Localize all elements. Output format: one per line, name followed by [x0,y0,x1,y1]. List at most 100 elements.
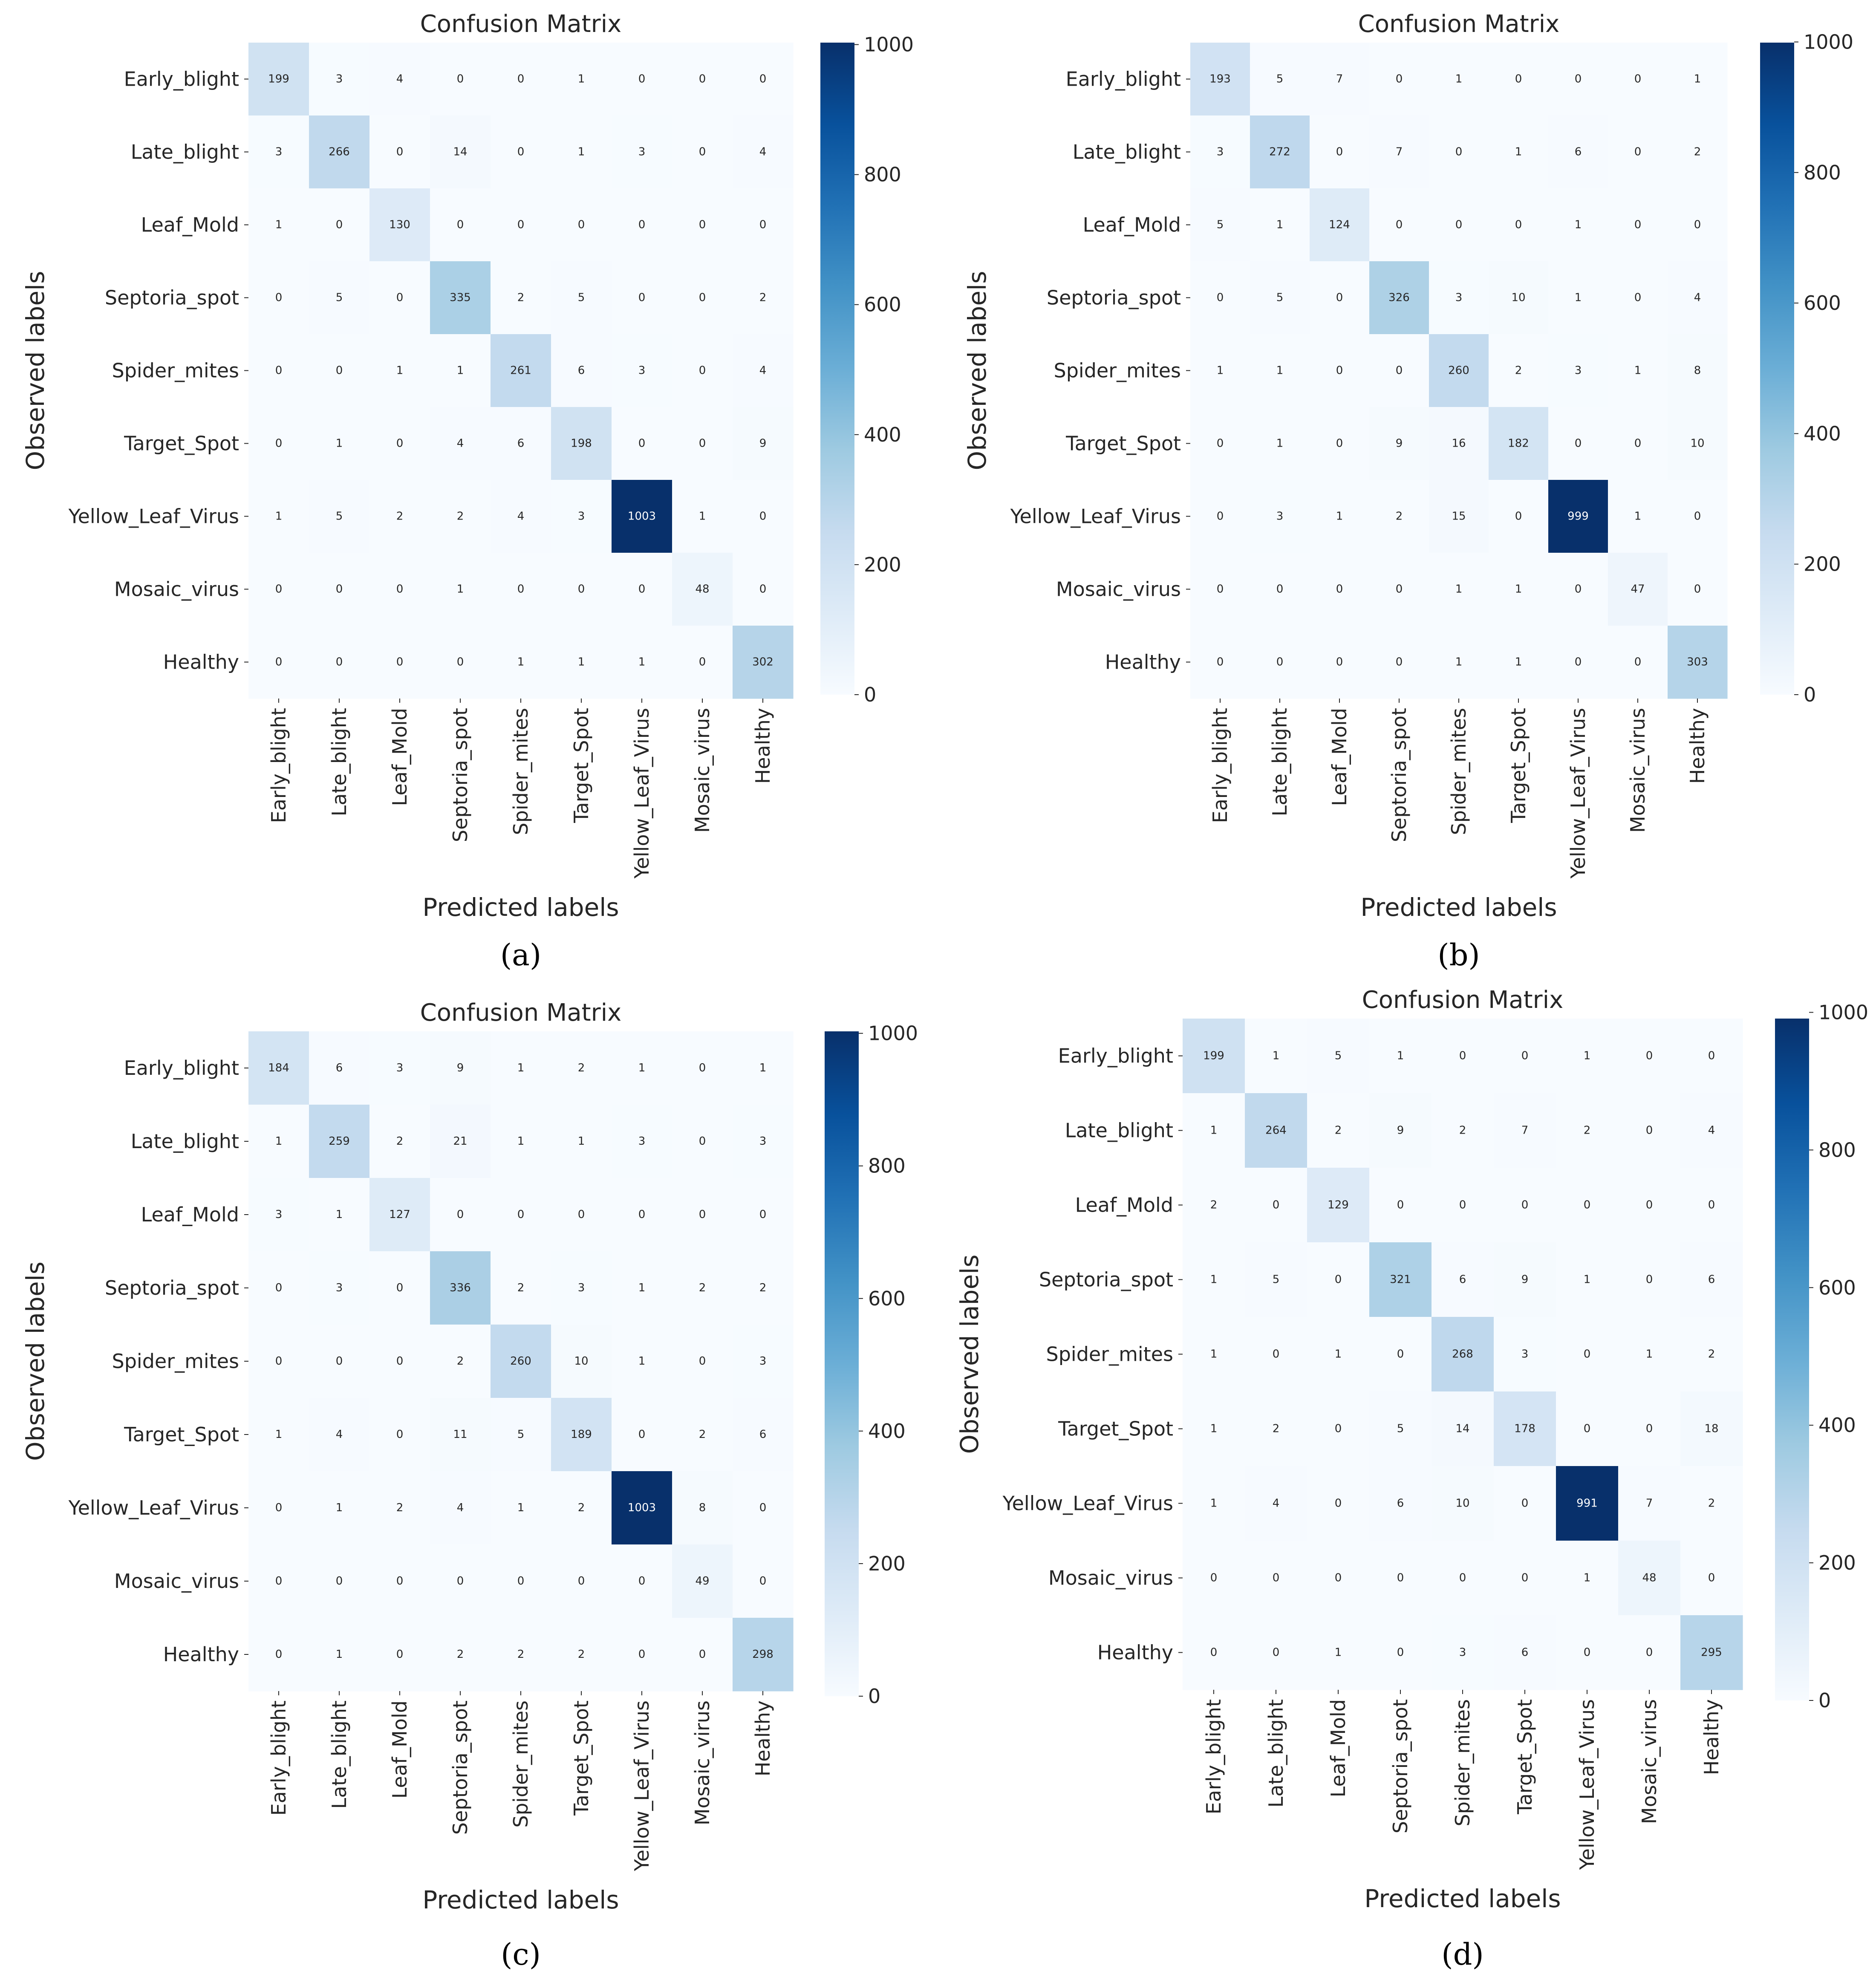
heatmap-cell [1369,261,1429,335]
heatmap-cell [1494,1615,1556,1690]
heatmap-cell [248,1178,309,1252]
cell-value-label: 6 [1521,1646,1529,1659]
heatmap-cell [491,1398,551,1472]
heatmap-cell [672,480,733,553]
subfigure-caption: (b) [1437,938,1480,973]
heatmap-cell [1307,1317,1370,1392]
cell-value-label: 3 [759,1135,767,1148]
cell-value-label: 2 [396,1501,404,1514]
cell-value-label: 0 [638,219,646,231]
cell-value-label: 0 [396,146,404,159]
x-tick-label: Early_blight [267,1700,290,1816]
cell-value-label: 260 [510,1355,531,1368]
heatmap-cell [1307,1615,1370,1690]
heatmap-cell [1668,626,1728,699]
cell-value-label: 1 [1210,1423,1218,1435]
y-tick-label: Yellow_Leaf_Virus [68,505,239,528]
x-tick-label: Yellow_Leaf_Virus [630,1700,653,1871]
cell-value-label: 15 [1452,510,1466,523]
colorbar-tick-label: 1000 [1804,30,1853,53]
cell-value-label: 2 [578,1501,585,1514]
cell-value-label: 0 [1276,656,1284,669]
cell-value-label: 5 [578,292,585,304]
cell-value-label: 9 [1521,1273,1529,1286]
colorbar-tick-label: 200 [864,553,901,576]
heatmap-cell [551,334,612,407]
heatmap-cell [733,1544,794,1618]
cell-value-label: 178 [1514,1423,1535,1435]
cell-value-label: 0 [1336,437,1343,450]
x-tick-label: Yellow_Leaf_Virus [630,708,653,879]
y-tick-label: Yellow_Leaf_Virus [1002,1492,1173,1515]
colorbar-tick-label: 800 [1804,161,1841,184]
heatmap-cell [430,43,491,116]
heatmap-cell [1429,407,1489,480]
heatmap-cell [1618,1391,1681,1466]
y-tick-label: Late_blight [1073,141,1181,164]
cell-value-label: 9 [457,1062,464,1074]
y-tick-label: Spider_mites [1054,359,1181,382]
cell-value-label: 0 [1646,1050,1653,1062]
cell-value-label: 0 [1397,1646,1404,1659]
cell-value-label: 3 [336,1282,343,1294]
cell-value-label: 0 [1634,437,1642,450]
heatmap-cell [1310,43,1370,116]
heatmap-cell [1250,553,1310,626]
heatmap-cell [551,1325,612,1398]
x-tick-label: Septoria_spot [1388,708,1411,842]
cell-value-label: 0 [457,1208,464,1221]
y-tick-label: Leaf_Mold [141,214,239,237]
cell-value-label: 0 [1217,437,1224,450]
cell-value-label: 1 [1515,583,1522,596]
x-axis-label: Predicted labels [1360,893,1557,922]
heatmap-cell [248,1544,309,1618]
heatmap-cell [1548,626,1608,699]
cell-value-label: 3 [578,510,585,523]
cell-value-label: 8 [1694,364,1701,377]
x-tick-label: Septoria_spot [449,1700,472,1835]
cell-value-label: 189 [571,1428,592,1441]
heatmap-cell [612,188,672,262]
cell-value-label: 0 [759,583,767,596]
heatmap-cell [1183,1541,1245,1616]
cell-value-label: 0 [699,1355,706,1368]
heatmap-cell [430,1544,491,1618]
y-tick-label: Target_Spot [1058,1417,1173,1440]
cell-value-label: 1 [1575,219,1582,231]
heatmap-cell [1556,1242,1619,1317]
heatmap-cell [612,1031,672,1105]
heatmap-cell [1369,1391,1432,1466]
heatmap-cell [733,480,794,553]
heatmap-cell [248,480,309,553]
heatmap-cell [1548,553,1608,626]
cell-value-label: 2 [396,1135,404,1148]
heatmap-cell [1489,43,1549,116]
cell-value-label: 1 [1335,1646,1342,1659]
cell-value-label: 1 [517,1062,525,1074]
heatmap-cell [309,1251,370,1325]
cell-value-label: 6 [759,1428,767,1441]
heatmap-cell [733,261,794,335]
x-tick-label: Mosaic_virus [691,708,714,833]
x-tick-label: Leaf_Mold [388,1700,411,1798]
heatmap-cell [369,188,430,262]
cell-value-label: 0 [638,583,646,596]
cell-value-label: 0 [275,583,283,596]
heatmap-cell [1432,1391,1494,1466]
heatmap-cell [430,334,491,407]
cell-value-label: 0 [396,1428,404,1441]
heatmap-cell [1310,553,1370,626]
cell-value-label: 2 [517,1648,525,1661]
heatmap-cell [612,1105,672,1178]
cell-value-label: 5 [1273,1273,1280,1286]
heatmap-cell [1429,43,1489,116]
cell-value-label: 2 [759,292,767,304]
cell-value-label: 0 [336,364,343,377]
heatmap-cell [1307,1541,1370,1616]
cell-value-label: 10 [1511,292,1525,304]
cell-value-label: 0 [759,510,767,523]
cell-value-label: 1 [336,1501,343,1514]
x-tick-label: Spider_mites [1447,708,1470,835]
x-tick-label: Septoria_spot [1389,1699,1412,1833]
